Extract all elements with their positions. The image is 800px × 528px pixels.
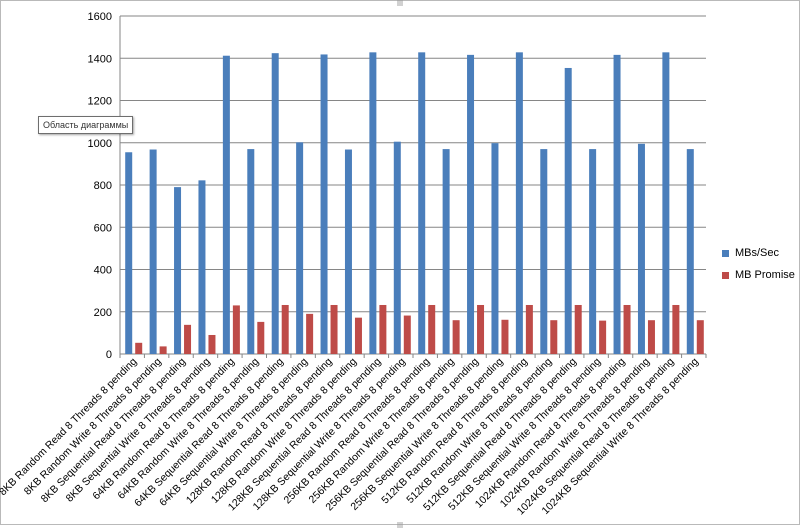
- y-tick-label: 800: [94, 180, 112, 192]
- bar-mbs-sec: [491, 143, 499, 354]
- bar-mbs-sec: [467, 54, 475, 355]
- bar-mb-promise: [452, 320, 460, 354]
- bar-mbs-sec: [247, 149, 255, 354]
- bar-mbs-sec: [686, 149, 694, 354]
- bar-mbs-sec: [125, 152, 133, 354]
- bar-mb-promise: [232, 305, 240, 354]
- bar-mb-promise: [379, 304, 387, 354]
- bar-mb-promise: [501, 319, 509, 354]
- bar-mb-promise: [550, 320, 558, 354]
- bar-mb-promise: [184, 324, 192, 354]
- y-tick-label: 0: [106, 349, 112, 361]
- bar-mbs-sec: [564, 67, 572, 354]
- bar-mb-promise: [428, 304, 436, 354]
- bar-mbs-sec: [589, 149, 597, 354]
- legend-item-mb-promise[interactable]: MB Promise: [722, 264, 795, 286]
- bar-mb-promise: [574, 304, 582, 354]
- bar-mb-promise: [306, 313, 314, 354]
- bar-mb-promise: [525, 304, 533, 354]
- y-tick-label: 400: [94, 265, 112, 277]
- bar-mb-promise: [623, 304, 631, 354]
- y-tick-label: 1600: [88, 11, 112, 23]
- legend-swatch-mbs-sec: [722, 249, 729, 257]
- bar-mbs-sec: [418, 52, 426, 355]
- bar-mbs-sec: [540, 149, 548, 354]
- bar-mbs-sec: [369, 52, 377, 355]
- bar-mbs-sec: [442, 149, 450, 354]
- bar-mb-promise: [696, 320, 704, 354]
- y-tick-label: 1000: [88, 138, 112, 150]
- bar-mbs-sec: [222, 55, 230, 355]
- bar-mb-promise: [647, 320, 655, 354]
- bar-mbs-sec: [320, 54, 328, 354]
- y-tick-label: 200: [94, 307, 112, 319]
- y-tick-label: 1200: [88, 96, 112, 108]
- bar-mbs-sec: [198, 180, 206, 354]
- bar-mb-promise: [159, 346, 167, 354]
- legend-label-mbs-sec: MBs/Sec: [735, 247, 780, 259]
- legend-label-mb-promise: MB Promise: [735, 269, 795, 281]
- bar-mb-promise: [672, 304, 680, 354]
- bar-mb-promise: [477, 304, 485, 354]
- bar-mb-promise: [354, 317, 362, 354]
- bar-mbs-sec: [344, 149, 352, 354]
- bar-mb-promise: [281, 304, 289, 354]
- y-tick-label: 1400: [88, 53, 112, 65]
- bar-mbs-sec: [296, 142, 304, 354]
- bar-mb-promise: [330, 304, 338, 354]
- bar-mb-promise: [208, 334, 216, 354]
- chart-area-tooltip: Область диаграммы: [38, 116, 134, 134]
- legend-item-mbs-sec[interactable]: MBs/Sec: [722, 242, 795, 264]
- bar-mbs-sec: [637, 143, 645, 354]
- y-tick-label: 600: [94, 222, 112, 234]
- bar-mbs-sec: [515, 52, 523, 355]
- bar-mbs-sec: [613, 54, 621, 355]
- bar-mb-promise: [599, 320, 607, 354]
- resize-handle-top[interactable]: [397, 0, 403, 6]
- bar-mbs-sec: [271, 53, 279, 355]
- legend[interactable]: MBs/Sec MB Promise: [722, 242, 795, 286]
- bar-mbs-sec: [662, 52, 670, 355]
- bar-mb-promise: [403, 315, 411, 354]
- bar-mbs-sec: [393, 141, 401, 354]
- bar-mb-promise: [135, 342, 143, 354]
- bar-mbs-sec: [174, 187, 182, 354]
- bar-mbs-sec: [149, 149, 157, 354]
- legend-swatch-mb-promise: [722, 271, 729, 279]
- bar-mb-promise: [257, 321, 265, 354]
